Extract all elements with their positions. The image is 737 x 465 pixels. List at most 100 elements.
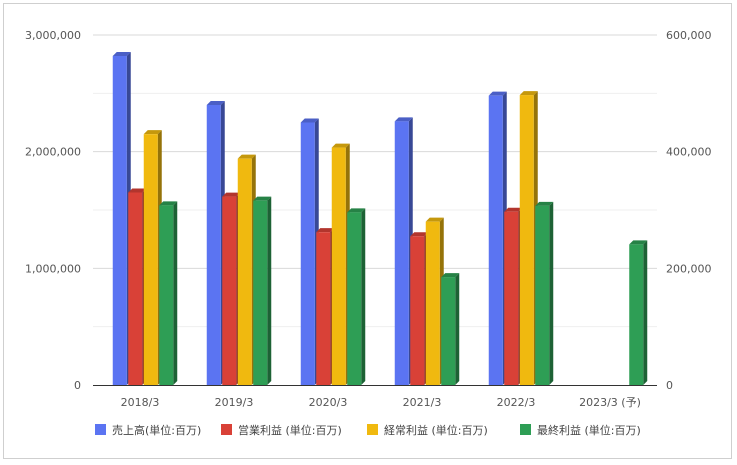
bar-front (519, 95, 534, 385)
x-axis-tick-label: 2022/3 (497, 396, 536, 409)
x-axis-tick-label: 2019/3 (215, 396, 254, 409)
bar-front (253, 200, 268, 385)
bar-top (206, 101, 225, 105)
bar-top (394, 117, 413, 122)
left-axis-tick-label: 0 (74, 379, 81, 392)
legend-item: 最終利益 (単位:百万) (520, 423, 641, 437)
bar (206, 101, 225, 385)
bar-side (267, 196, 272, 385)
bar-front (237, 158, 252, 385)
bar-front (300, 122, 315, 385)
bar (535, 201, 554, 385)
bar-front (159, 205, 174, 385)
bar (410, 232, 429, 385)
bar-top (519, 91, 538, 96)
bar-top (347, 208, 366, 213)
bar-front (488, 95, 503, 386)
bar-front (410, 236, 425, 385)
bar (347, 208, 366, 385)
right-axis-tick-label: 400,000 (666, 146, 712, 159)
bar-top (300, 118, 319, 123)
bar-side (455, 273, 460, 385)
legend-label: 経常利益 (単位:百万) (384, 423, 488, 437)
legend-item: 売上高(単位:百万) (95, 423, 201, 437)
bar-front (347, 212, 362, 385)
grid-layer (93, 34, 657, 328)
bar-front (316, 232, 331, 385)
bar-top (488, 91, 507, 96)
legend-label: 売上高(単位:百万) (112, 423, 201, 437)
legend: 売上高(単位:百万) 営業利益 (単位:百万) 経常利益 (単位:百万) 最終利益 (… (95, 423, 641, 437)
bar (331, 143, 350, 385)
left-axis-tick-label: 2,000,000 (25, 146, 81, 159)
bar (300, 118, 319, 385)
bar-top (237, 154, 256, 159)
bar (425, 217, 444, 385)
bar-top (504, 207, 523, 212)
bar-front (206, 105, 221, 385)
bar-front (394, 121, 409, 385)
legend-swatch (221, 424, 232, 435)
bar-side (361, 208, 366, 385)
bar-side (643, 240, 648, 385)
legend-item: 営業利益 (単位:百万) (221, 423, 342, 437)
axis-layer: 0 1,000,000 2,000,000 3,000,000 0 200,000 400,… (25, 29, 711, 409)
bar-front (128, 192, 143, 385)
bar-top (143, 130, 162, 135)
bar (143, 130, 162, 385)
legend-swatch (520, 424, 531, 435)
bar-top (629, 240, 648, 245)
right-axis-tick-label: 200,000 (666, 262, 712, 275)
bar-side (173, 201, 178, 385)
bar-top (441, 273, 460, 278)
bar (112, 52, 131, 385)
bar-front (143, 134, 158, 385)
bar (222, 192, 241, 385)
bar-front (629, 244, 644, 385)
x-axis-tick-label: 2018/3 (121, 396, 160, 409)
bar (441, 273, 460, 385)
bar (253, 196, 272, 385)
legend-item: 経常利益 (単位:百万) (367, 423, 488, 437)
legend-label: 営業利益 (単位:百万) (238, 423, 342, 437)
bar (159, 201, 178, 385)
x-axis-tick-label: 2021/3 (403, 396, 442, 409)
bars-layer (112, 52, 648, 386)
legend-label: 最終利益 (単位:百万) (537, 423, 641, 437)
bar (488, 91, 507, 386)
bar-top (331, 143, 350, 148)
right-axis-tick-label: 600,000 (666, 29, 712, 42)
bar-front (331, 147, 346, 385)
bar-front (441, 277, 456, 385)
bar (629, 240, 648, 385)
legend-swatch (95, 424, 106, 435)
bar-top (112, 52, 131, 56)
bar-front (535, 205, 550, 385)
bar-front (425, 221, 440, 385)
bar (128, 188, 147, 385)
bar (504, 207, 523, 385)
bar-top (535, 201, 554, 206)
bar-side (549, 201, 554, 385)
bar (519, 91, 538, 385)
bar (394, 117, 413, 385)
bar (316, 228, 335, 385)
bar-top (316, 228, 335, 233)
bar-top (159, 201, 178, 206)
bar-top (410, 232, 429, 237)
right-axis-tick-label: 0 (666, 379, 673, 392)
left-axis-tick-label: 3,000,000 (25, 29, 81, 42)
bar-front (112, 56, 127, 385)
bar (237, 154, 256, 385)
x-axis-tick-label: 2020/3 (309, 396, 348, 409)
bar-front (504, 211, 519, 385)
left-axis-tick-label: 1,000,000 (25, 262, 81, 275)
legend-swatch (367, 424, 378, 435)
bar-top (128, 188, 147, 193)
x-axis-tick-label: 2023/3 (予) (579, 396, 641, 409)
bar-top (253, 196, 272, 201)
bar-top (425, 217, 444, 222)
bar-top (222, 192, 241, 197)
bar-front (222, 196, 237, 385)
